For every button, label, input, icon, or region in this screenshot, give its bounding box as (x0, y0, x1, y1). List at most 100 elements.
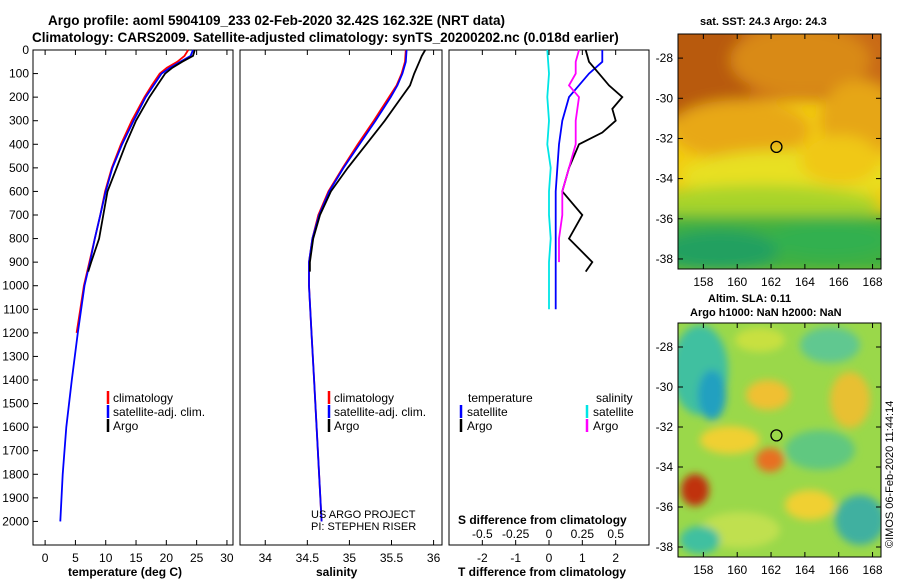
y-tick-label: 200 (9, 90, 29, 104)
sla-map-subtitle: Argo h1000: NaN h2000: NaN (690, 307, 842, 319)
salinity-panel: 34 34.5 35 35.5 36 salinity climatology sate… (239, 49, 443, 579)
sal-legend-satellite-label: satellite-adj. clim. (334, 405, 426, 419)
map-x-label: 162 (761, 563, 781, 577)
x-tick-label: 25 (190, 551, 204, 565)
legend-sal-satellite-label: satellite (593, 405, 634, 419)
y-tick-label: 1300 (2, 349, 29, 363)
depth-axis: 0 100 200 300 400 500 600 700 800 900 1000 1100 1200… (2, 43, 454, 528)
map-y-label: -28 (656, 340, 674, 354)
y-tick-label: 1800 (2, 467, 29, 481)
sst-map: sat. SST: 24.3 Argo: 24.3 158 160 162 164 16… (656, 16, 883, 289)
y-tick-label: 0 (22, 43, 29, 57)
x-tick-label: -2 (477, 551, 488, 565)
sst-float-marker (770, 140, 783, 154)
map-x-label: 158 (693, 275, 713, 289)
y-tick-label: 2000 (2, 514, 29, 528)
sla-float-marker (770, 429, 783, 442)
y-tick-label: 1100 (3, 302, 29, 316)
sst-map-axes: 158 160 162 164 166 168 -28 -30 -32 -34 -36 -38 (656, 34, 883, 289)
y-tick-label: 1600 (2, 420, 29, 434)
y-tick-label: 700 (9, 208, 29, 222)
x-tick-label: 1 (579, 551, 586, 565)
sst-map-frame (677, 33, 882, 270)
x-tick-label: -1 (510, 551, 521, 565)
project-label: US ARGO PROJECT (311, 509, 416, 521)
map-x-label: 164 (795, 563, 815, 577)
difference-x-label: T difference from climatology (458, 565, 626, 579)
map-x-label: 168 (863, 275, 883, 289)
series-salinity-satellite (546, 49, 552, 310)
salinity-difference-ticks: -0.5 -0.25 0 0.25 0.5 (472, 527, 624, 541)
temperature-x-label: temperature (deg C) (68, 565, 182, 579)
legend-climatology-label: climatology (113, 391, 173, 405)
temperature-legend: climatology satellite-adj. clim. Argo (106, 391, 205, 433)
map-y-label: -34 (656, 460, 674, 474)
salinity-x-axis: 34 34.5 35 35.5 36 (259, 50, 441, 565)
series-satellite-adj-clim- (308, 49, 408, 522)
temperature-x-axis: 0 5 10 15 20 25 30 (42, 50, 234, 565)
temperature-plot-frame (32, 49, 234, 546)
map-x-label: 166 (829, 563, 849, 577)
map-x-label: 160 (727, 275, 747, 289)
s-tick-label: 0.5 (607, 527, 624, 541)
x-tick-label: 30 (220, 551, 234, 565)
salinity-legend: climatology satellite-adj. clim. Argo (327, 391, 426, 433)
map-x-label: 160 (727, 563, 747, 577)
map-x-label: 158 (693, 563, 713, 577)
y-tick-label: 600 (9, 184, 29, 198)
x-tick-label: 34 (259, 551, 273, 565)
map-y-label: -30 (656, 380, 674, 394)
difference-x-axis: -2 -1 0 1 2 (477, 50, 619, 565)
map-y-label: -38 (656, 252, 674, 266)
x-tick-label: 0 (546, 551, 553, 565)
x-tick-label: 35 (343, 551, 357, 565)
legend-argo-label: Argo (113, 419, 139, 433)
legend-sal-argo-label: Argo (593, 419, 619, 433)
legend-satellite-label: satellite-adj. clim. (113, 405, 205, 419)
y-tick-label: 800 (9, 232, 29, 246)
sla-map-axes: 158 160 162 164 166 168 -28 -30 -32 -34 -36 -38 (656, 323, 883, 577)
sal-legend-argo-label: Argo (334, 419, 360, 433)
y-tick-label: 400 (9, 137, 29, 151)
temperature-panel: 0100200300400500600700800900100011001200… (2, 43, 454, 579)
map-x-label: 162 (761, 275, 781, 289)
legend-temp-satellite-label: satellite (467, 405, 508, 419)
map-x-label: 164 (795, 275, 815, 289)
salinity-x-label: salinity (316, 565, 358, 579)
figure-title-line2: Climatology: CARS2009. Satellite-adjuste… (32, 30, 619, 45)
y-tick-label: 1700 (2, 444, 29, 458)
y-tick-label: 100 (9, 67, 29, 81)
map-y-label: -30 (656, 91, 674, 105)
x-tick-label: 34.5 (296, 551, 320, 565)
temperature-series (59, 49, 196, 522)
x-tick-label: 20 (160, 551, 174, 565)
legend-temperature-title: temperature (468, 391, 533, 405)
s-tick-label: 0 (546, 527, 553, 541)
figure-title-line1: Argo profile: aoml 5904109_233 02-Feb-20… (48, 13, 505, 28)
sst-map-title: sat. SST: 24.3 Argo: 24.3 (700, 16, 827, 28)
sla-map-frame (677, 322, 882, 558)
s-tick-label: -0.25 (502, 527, 530, 541)
y-tick-label: 1500 (2, 397, 29, 411)
map-y-label: -36 (656, 212, 674, 226)
series-temperature-satellite (554, 50, 604, 310)
x-tick-label: 36 (427, 551, 441, 565)
y-tick-label: 1000 (2, 279, 29, 293)
map-y-label: -36 (656, 500, 674, 514)
series-argo (308, 49, 426, 272)
x-tick-label: 10 (99, 551, 113, 565)
map-y-label: -38 (656, 540, 674, 554)
series-argo (87, 49, 196, 272)
salinity-plot-frame (239, 49, 443, 546)
x-tick-label: 15 (129, 551, 143, 565)
difference-panel: -2 -1 0 1 2 T difference from climatology S … (448, 49, 650, 579)
sal-legend-climatology-label: climatology (334, 391, 394, 405)
difference-legend: temperature satellite Argo salinity sate… (459, 391, 634, 433)
map-x-label: 168 (863, 563, 883, 577)
x-tick-label: 5 (72, 551, 79, 565)
sla-map-title: Altim. SLA: 0.11 (708, 293, 791, 305)
y-tick-label: 900 (9, 255, 29, 269)
difference-top-label: S difference from climatology (458, 513, 627, 527)
pi-label: PI: STEPHEN RISER (311, 521, 416, 533)
